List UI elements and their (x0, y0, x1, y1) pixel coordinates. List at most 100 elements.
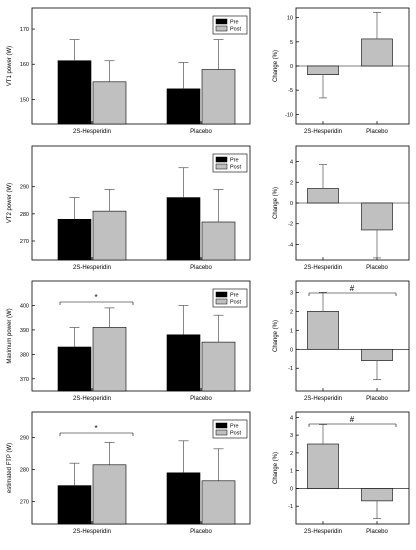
y-tick-label: 270 (20, 500, 29, 506)
bar-change (361, 38, 393, 67)
legend-label: Pre (230, 158, 239, 164)
legend-label: Post (230, 165, 241, 171)
y-tick-label: 0 (290, 347, 293, 353)
bar-post (92, 327, 127, 392)
y-tick-label: 4 (290, 160, 293, 166)
legend-swatch (215, 18, 228, 25)
significance-marker: # (350, 284, 355, 293)
legend-label: Post (230, 431, 241, 437)
x-tick-label: Placebo (190, 129, 212, 135)
y-tick-label: 400 (20, 303, 29, 309)
y-tick-label: -4 (288, 242, 293, 248)
y-axis-label: VT2 power (W) (7, 183, 13, 223)
plot-frame (31, 411, 251, 525)
chart-panel-1: 150 160 170 VT1 power (W) 2S-Hesperidin Place… (7, 7, 251, 135)
y-axis-label: Change (%) (273, 320, 279, 352)
bar-pre (166, 472, 201, 525)
plot-frame (295, 280, 410, 392)
bar-change (361, 348, 393, 361)
bar-post (92, 464, 127, 525)
y-tick-label: 2 (290, 451, 293, 457)
x-tick-label: 2S-Hesperidin (304, 129, 342, 135)
y-tick-label: -1 (288, 504, 293, 510)
legend-swatch (215, 291, 228, 298)
bar-change (307, 311, 339, 350)
x-tick-label: Placebo (190, 396, 212, 402)
y-axis-label: estimated FTP (W) (7, 443, 13, 493)
chart-panel-7: 270 280 290 estimated FTP (W) 2S-Hesperidin P… (7, 411, 251, 535)
y-tick-label: 150 (20, 97, 29, 103)
x-tick-label: Placebo (366, 129, 388, 135)
legend-label: Post (230, 27, 241, 33)
y-tick-label: 1 (290, 328, 293, 334)
x-tick-label: 2S-Hesperidin (304, 529, 342, 535)
x-tick-label: Placebo (366, 396, 388, 402)
y-tick-label: -1 (288, 366, 293, 372)
x-tick-label: Placebo (366, 265, 388, 271)
bar-change (361, 488, 393, 502)
bar-post (201, 69, 236, 125)
bar-change (361, 202, 393, 231)
plot-frame (31, 145, 251, 261)
legend-swatch (215, 156, 228, 163)
bar-post (92, 81, 127, 125)
x-tick-label: 2S-Hesperidin (73, 396, 111, 402)
y-tick-label: 290 (20, 185, 29, 191)
plot-frame (31, 7, 251, 125)
y-axis-label: VT1 power (W) (7, 46, 13, 86)
bar-post (201, 480, 236, 525)
bar-change (307, 65, 339, 75)
plot-frame (295, 411, 410, 525)
y-tick-label: 270 (20, 239, 29, 245)
y-tick-label: 380 (20, 352, 29, 358)
significance-marker: * (94, 424, 97, 433)
legend-label: Pre (230, 293, 239, 299)
y-tick-label: 2 (290, 180, 293, 186)
bar-pre (166, 197, 201, 261)
bar-pre (166, 88, 201, 125)
x-tick-label: 2S-Hesperidin (304, 265, 342, 271)
y-tick-label: -10 (285, 112, 293, 118)
y-axis-label: Change (%) (273, 187, 279, 219)
chart-panel-2: -10 -5 0 5 10 Change (%) 2S-Hesperidin Placebo (273, 7, 410, 135)
y-tick-label: 5 (290, 40, 293, 46)
legend-label: Pre (230, 20, 239, 26)
bar-pre (166, 334, 201, 392)
y-tick-label: 2 (290, 309, 293, 315)
bar-change (307, 188, 339, 204)
legend-swatch (215, 422, 228, 429)
chart-panel-8: -1 0 1 2 3 4 Change (%) 2S-Hesperidin Placebo # (273, 411, 410, 535)
y-tick-label: 0 (290, 486, 293, 492)
y-tick-label: 170 (20, 27, 29, 33)
bar-post (201, 221, 236, 261)
y-tick-label: 390 (20, 328, 29, 334)
x-tick-label: Placebo (190, 265, 212, 271)
legend-swatch (215, 25, 228, 32)
y-tick-label: 0 (290, 201, 293, 207)
y-tick-label: 280 (20, 212, 29, 218)
chart-panel-5: 370 380 390 400 Maximum power (W) 2S-Hesperid… (7, 280, 251, 402)
bar-pre (57, 60, 92, 125)
x-tick-label: Placebo (366, 529, 388, 535)
significance-marker: # (350, 415, 355, 424)
chart-panel-4: -4 -2 0 2 4 Change (%) 2S-Hesperidin Placebo (273, 145, 410, 271)
y-tick-label: -2 (288, 222, 293, 228)
y-axis-label: Change (%) (273, 50, 279, 82)
x-tick-label: 2S-Hesperidin (73, 265, 111, 271)
bar-pre (57, 485, 92, 525)
chart-panel-3: 270 280 290 VT2 power (W) 2S-Hesperidin Place… (7, 145, 251, 271)
x-tick-label: Placebo (190, 529, 212, 535)
legend-swatch (215, 298, 228, 305)
legend-label: Post (230, 300, 241, 306)
x-tick-label: 2S-Hesperidin (73, 529, 111, 535)
x-tick-label: 2S-Hesperidin (73, 129, 111, 135)
y-tick-label: -5 (288, 88, 293, 94)
bar-post (92, 210, 127, 261)
significance-marker: * (94, 293, 97, 302)
y-tick-label: 290 (20, 436, 29, 442)
y-tick-label: 280 (20, 468, 29, 474)
y-tick-label: 3 (290, 433, 293, 439)
legend-swatch (215, 163, 228, 170)
y-tick-label: 3 (290, 290, 293, 296)
